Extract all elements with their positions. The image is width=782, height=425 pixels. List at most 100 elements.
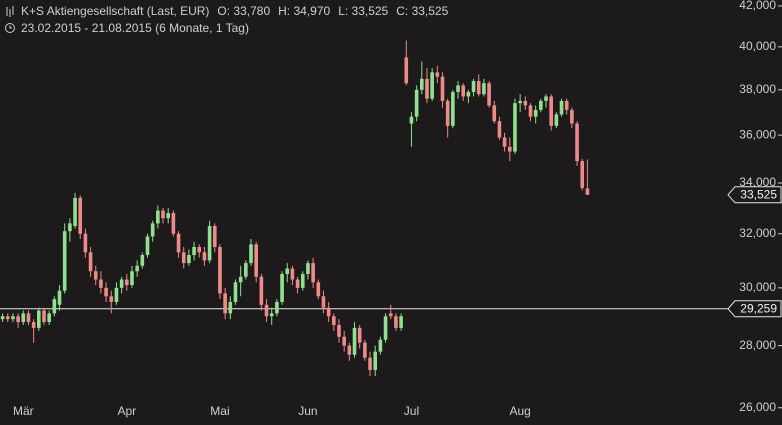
candle-body (347, 345, 352, 355)
candle-body (337, 324, 341, 337)
candle-body (554, 114, 559, 126)
candle-body (466, 92, 471, 97)
candle-body (342, 336, 346, 346)
y-tick-label: 26,000 (739, 400, 776, 414)
candle-body (383, 316, 388, 340)
candle-body (171, 213, 176, 234)
candle-body (68, 223, 72, 232)
candle-body (316, 282, 321, 297)
candle-body (435, 72, 440, 77)
candle-body (399, 316, 403, 328)
candle-body (518, 100, 522, 104)
reference-label: 29,259 (740, 301, 777, 315)
candle-body (124, 279, 129, 286)
candle-body (502, 137, 507, 147)
candle-body (482, 83, 486, 95)
candle-body (26, 313, 31, 323)
candle-body (73, 197, 77, 226)
candle-body (207, 225, 212, 261)
quote-value: H: 34,970 (278, 4, 330, 18)
candle-body (440, 76, 445, 101)
candle-body (404, 57, 409, 84)
candle-body (357, 327, 362, 343)
candle-body (244, 263, 248, 277)
quote-value: C: 33,525 (396, 4, 448, 18)
candle-body (228, 301, 233, 314)
candle-body (166, 213, 171, 219)
chart-subtitle: 23.02.2015 - 21.08.2015 (6 Monate, 1 Tag… (21, 21, 249, 35)
x-tick-label: Aug (509, 404, 530, 418)
candle-body (394, 316, 398, 328)
candle-body (492, 105, 497, 122)
candle-body (249, 244, 253, 264)
candle-body (238, 276, 243, 283)
candle-body (285, 268, 290, 275)
last-price-label: 33,525 (740, 187, 777, 201)
candle-body (57, 290, 62, 305)
candle-body (539, 100, 543, 110)
candle-body (156, 210, 160, 224)
candle-body (575, 123, 579, 162)
candle-body (140, 254, 145, 266)
x-tick-label: Mär (13, 404, 34, 418)
candle-icon (6, 6, 14, 17)
quote: O: 33,780 H: 34,970 L: 33,525 C: 33,525 (217, 4, 448, 18)
candle-body (218, 246, 222, 294)
candle-body (564, 100, 569, 110)
candle-body (135, 265, 139, 272)
quote-value: O: 33,780 (217, 4, 270, 18)
candle-body (21, 313, 26, 323)
candle-body (497, 121, 502, 138)
candle-body (31, 322, 36, 328)
candle-body (280, 274, 284, 302)
candle-body (5, 316, 10, 320)
candle-body (42, 310, 46, 323)
candle-body (373, 351, 378, 370)
candle-body (321, 296, 326, 308)
candle-body (544, 96, 548, 101)
y-tick-label: 42,000 (739, 0, 776, 12)
candle-body (202, 252, 207, 261)
candle-body (187, 254, 191, 264)
candle-body (254, 244, 258, 277)
candle-body (456, 85, 460, 93)
chart-title: K+S Aktiengesellschaft (Last, EUR) (21, 4, 209, 18)
candle-body (409, 116, 414, 124)
candle-body (62, 231, 67, 291)
y-tick-label: 28,000 (739, 338, 776, 352)
y-tick-label: 30,000 (739, 280, 776, 294)
candle-body (533, 109, 538, 117)
x-tick-label: Apr (117, 404, 136, 418)
candle-body (83, 233, 88, 253)
candle-body (119, 279, 124, 288)
candle-body (295, 279, 300, 288)
candle-body (585, 188, 590, 195)
candle-body (445, 100, 450, 126)
y-tick-label: 38,000 (739, 82, 776, 96)
candle-body (507, 146, 512, 152)
candle-body (114, 287, 119, 302)
candle-body (476, 81, 481, 95)
x-tick-label: Mai (210, 404, 229, 418)
candle-body (378, 339, 383, 352)
candle-body (145, 236, 150, 255)
candle-body (150, 223, 155, 237)
candle-body (47, 313, 51, 323)
candle-body (549, 96, 553, 126)
y-tick-label: 34,000 (739, 175, 776, 189)
quote-value: L: 33,525 (338, 4, 388, 18)
candle-body (269, 313, 274, 317)
candle-body (580, 161, 585, 188)
x-tick-label: Jul (404, 404, 419, 418)
candle-body (430, 72, 434, 99)
candle-body (259, 276, 264, 305)
last-price-box (727, 186, 782, 204)
candle-body (290, 268, 295, 280)
candle-body (88, 252, 93, 272)
candle-body (300, 274, 305, 288)
reference-box (727, 300, 782, 318)
candle-body (352, 327, 357, 355)
candle-body (451, 92, 455, 126)
